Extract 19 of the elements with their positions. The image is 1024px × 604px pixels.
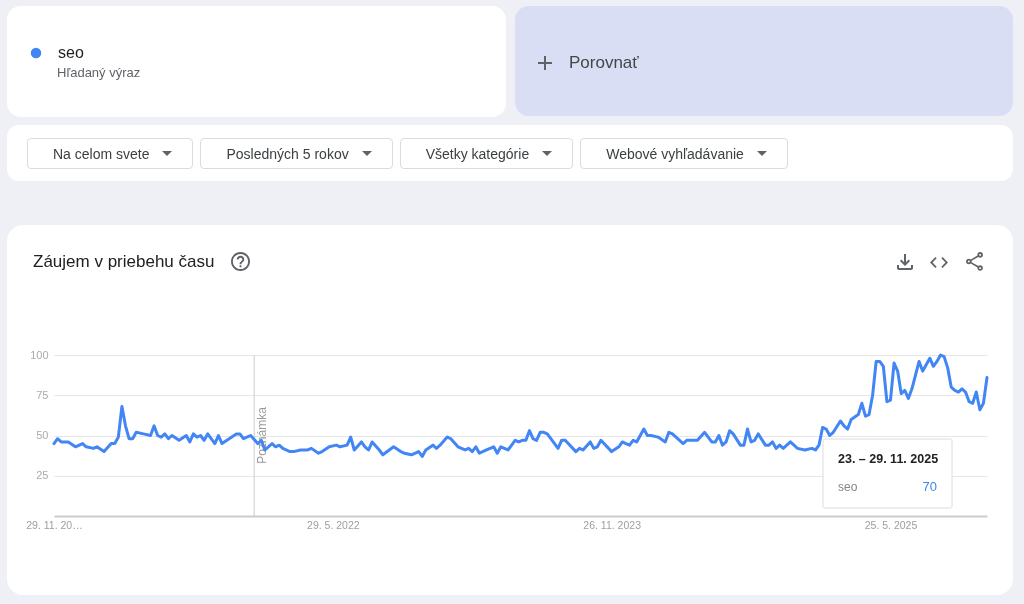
dropdown-button: Na celom svete xyxy=(27,138,194,169)
chart-title: Záujem v priebehu času xyxy=(33,252,215,272)
annotation: 23. – 29. 11. 2025 xyxy=(838,452,939,466)
annotation: 70 xyxy=(922,479,937,494)
dropdown-button: Všetky kategórie xyxy=(399,138,574,169)
text: seo xyxy=(838,480,858,494)
x-tick-label: 29. 11. 20… xyxy=(26,518,83,531)
x-tick-label: 26. 11. 2023 xyxy=(583,518,642,531)
x-tick-label: 25. 5. 2025 xyxy=(864,518,918,531)
y-tick-label: 50 xyxy=(36,429,49,441)
dropdown-button: Webové vyhľadávanie xyxy=(580,138,788,169)
text: Porovnať xyxy=(569,53,639,73)
text: Hľadaný výraz xyxy=(57,65,141,80)
legend-label: seo xyxy=(58,44,84,61)
y-tick-label: 25 xyxy=(36,469,49,482)
x-tick-label: 29. 5. 2022 xyxy=(307,518,360,531)
dropdown-button: Posledných 5 rokov xyxy=(200,138,393,169)
y-tick-label: 75 xyxy=(36,388,49,401)
y-tick-label: 100 xyxy=(30,348,49,361)
